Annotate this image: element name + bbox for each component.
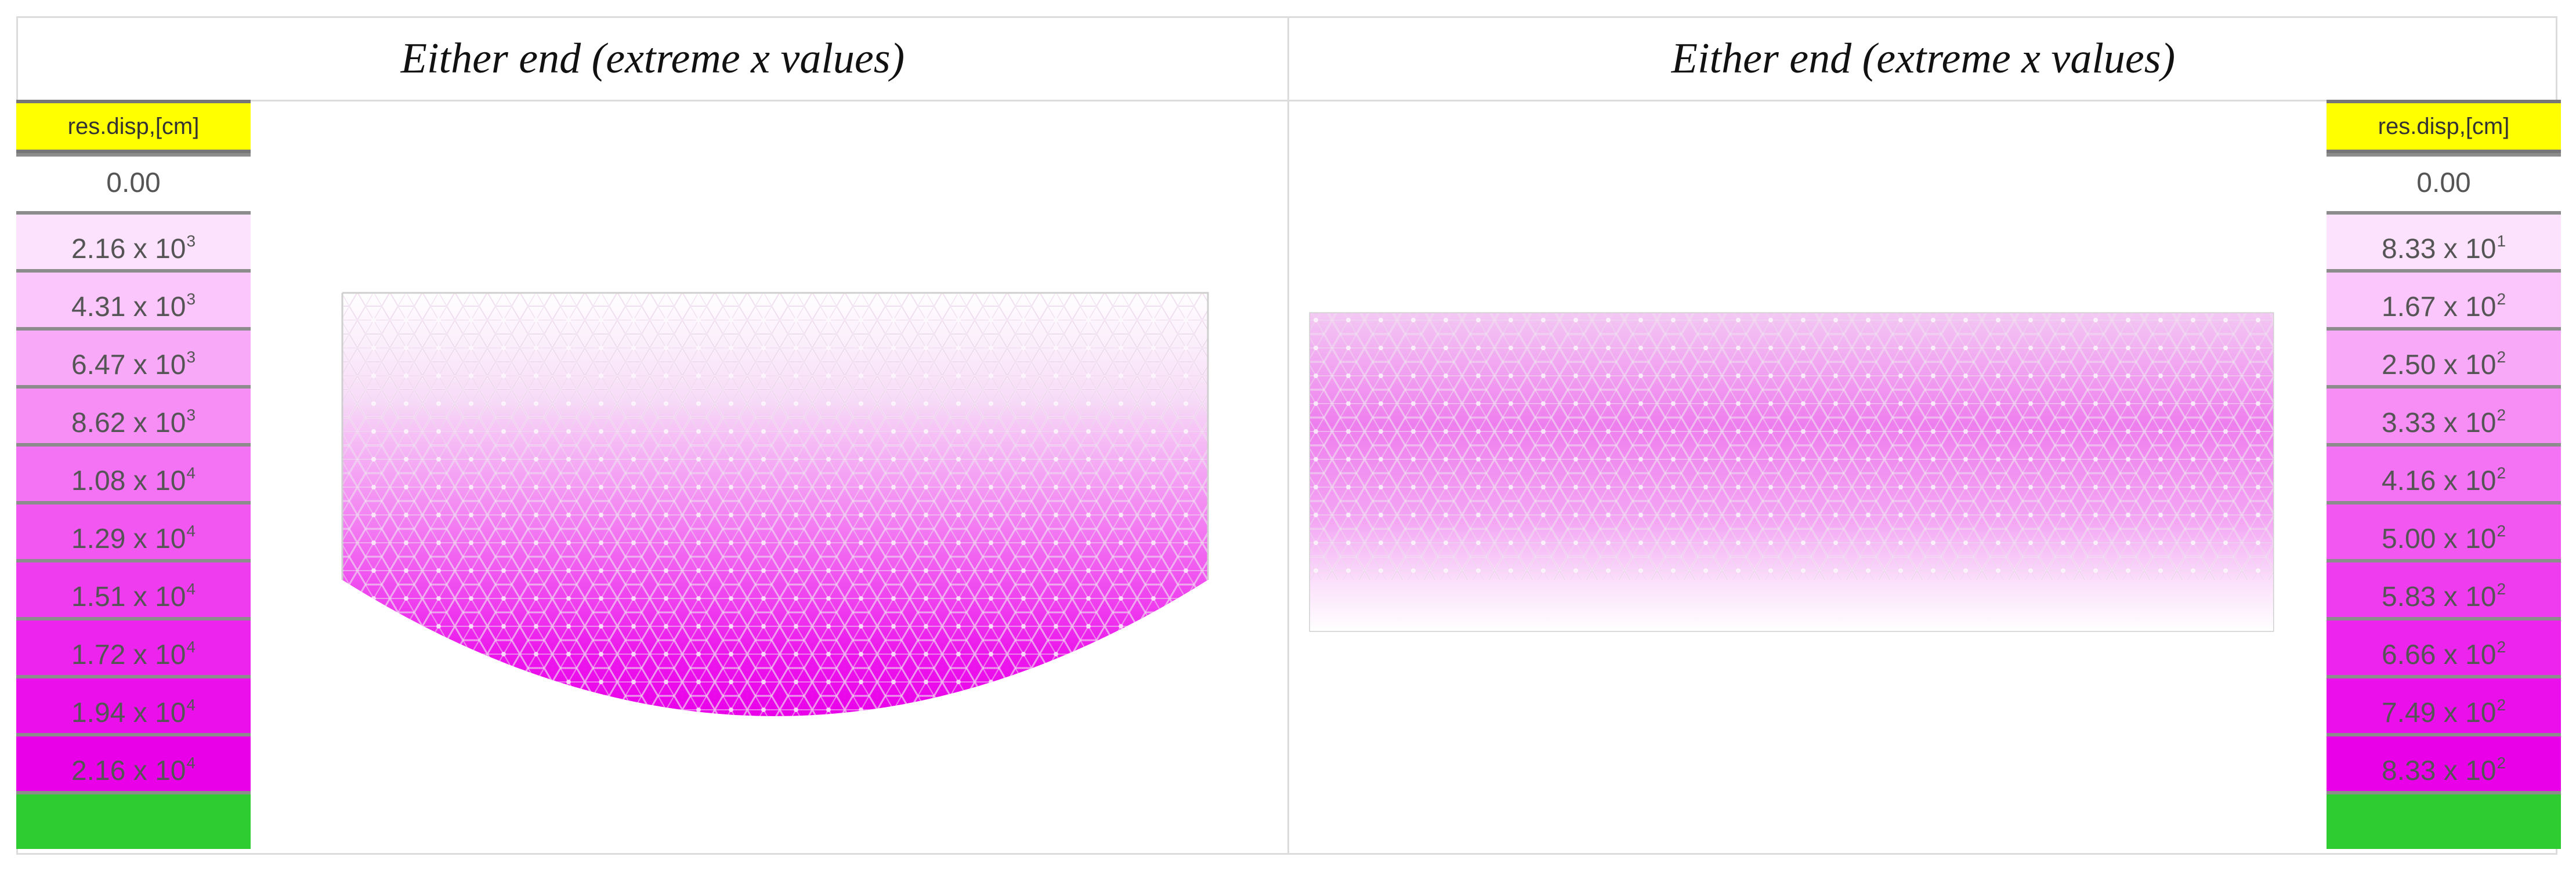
legend-exponent: 4 — [186, 638, 196, 656]
legend-exponent: 2 — [2497, 580, 2506, 598]
legend-value: 0.00 — [106, 168, 161, 198]
legend-value: 8.33 x 10 — [2381, 234, 2497, 264]
figure-frame: Either end (extreme x values) Either end… — [16, 16, 2557, 855]
legend-row: 1.67 x 102 — [2327, 269, 2561, 327]
legend-exponent: 2 — [2497, 522, 2506, 540]
legend-row: 8.33 x 102 — [2327, 733, 2561, 791]
legend-value: 1.29 x 10 — [71, 524, 186, 554]
legend-value: 2.16 x 10 — [71, 756, 186, 786]
legend-value: 6.47 x 10 — [71, 350, 186, 380]
legend-row: 8.62 x 103 — [16, 385, 251, 443]
legend-row: 5.83 x 102 — [2327, 559, 2561, 617]
legend-row: 1.72 x 104 — [16, 617, 251, 675]
legend-value: 0.00 — [2416, 168, 2471, 198]
legend-exponent: 4 — [186, 464, 196, 482]
legend-exponent: 2 — [2497, 290, 2506, 308]
legend-value: 1.94 x 10 — [71, 698, 186, 728]
legend-value: 2.16 x 10 — [71, 234, 186, 264]
left-undeformed-outline — [342, 292, 1209, 580]
legend-row: 3.33 x 102 — [2327, 385, 2561, 443]
legend-row: 8.33 x 101 — [2327, 211, 2561, 269]
legend-row: 2.16 x 104 — [16, 733, 251, 791]
legend-row: 4.31 x 103 — [16, 269, 251, 327]
legend-value: 8.62 x 10 — [71, 408, 186, 438]
right-panel-caption: Either end (extreme x values) — [1671, 35, 2176, 82]
legend-row: 1.08 x 104 — [16, 443, 251, 501]
legend-out-of-range-swatch — [2327, 791, 2561, 849]
legend-row: 6.66 x 102 — [2327, 617, 2561, 675]
legend-exponent: 4 — [186, 754, 196, 772]
legend-row: 1.29 x 104 — [16, 501, 251, 559]
legend-exponent: 2 — [2497, 406, 2506, 424]
legend-value: 7.49 x 10 — [2381, 698, 2497, 728]
legend-value: 6.66 x 10 — [2381, 640, 2497, 670]
legend-exponent: 4 — [186, 522, 196, 540]
legend-row: 7.49 x 102 — [2327, 675, 2561, 733]
legend-row: 1.94 x 104 — [16, 675, 251, 733]
left-deformed-mesh — [341, 292, 1209, 716]
legend-value: 4.31 x 10 — [71, 292, 186, 322]
legend-value: 1.51 x 10 — [71, 582, 186, 612]
right-color-legend: res.disp,[cm] 0.00 8.33 x 101 1.67 x 102 2.… — [2327, 100, 2561, 849]
legend-exponent: 3 — [186, 348, 196, 366]
legend-row: 2.16 x 103 — [16, 211, 251, 269]
legend-row: 0.00 — [2327, 153, 2561, 211]
legend-value: 1.72 x 10 — [71, 640, 186, 670]
legend-value: 2.50 x 10 — [2381, 350, 2497, 380]
legend-value: 1.08 x 10 — [71, 466, 186, 496]
legend-value: 5.83 x 10 — [2381, 582, 2497, 612]
legend-title: res.disp,[cm] — [2327, 100, 2561, 153]
legend-value: 1.67 x 10 — [2381, 292, 2497, 322]
legend-exponent: 2 — [2497, 754, 2506, 772]
legend-exponent: 2 — [2497, 696, 2506, 714]
caption-row: Either end (extreme x values) Either end… — [18, 18, 2556, 101]
left-panel-caption: Either end (extreme x values) — [400, 35, 905, 82]
right-deformed-mesh — [1309, 312, 2274, 632]
legend-exponent: 2 — [2497, 348, 2506, 366]
legend-exponent: 3 — [186, 406, 196, 424]
legend-out-of-range-swatch — [16, 791, 251, 849]
legend-exponent: 4 — [186, 696, 196, 714]
legend-row: 0.00 — [16, 153, 251, 211]
legend-title: res.disp,[cm] — [16, 100, 251, 153]
legend-exponent: 2 — [2497, 638, 2506, 656]
legend-exponent: 2 — [2497, 464, 2506, 482]
legend-row: 1.51 x 104 — [16, 559, 251, 617]
legend-value: 8.33 x 10 — [2381, 756, 2497, 786]
legend-value: 5.00 x 10 — [2381, 524, 2497, 554]
panel-divider — [1287, 18, 1289, 853]
legend-exponent: 3 — [186, 290, 196, 308]
left-mesh-pattern — [342, 293, 1208, 716]
legend-exponent: 1 — [2497, 232, 2506, 250]
legend-value: 4.16 x 10 — [2381, 466, 2497, 496]
legend-row: 6.47 x 103 — [16, 327, 251, 385]
legend-row: 2.50 x 102 — [2327, 327, 2561, 385]
legend-exponent: 4 — [186, 580, 196, 598]
legend-row: 4.16 x 102 — [2327, 443, 2561, 501]
right-mesh-pattern — [1310, 313, 2273, 580]
legend-value: 3.33 x 10 — [2381, 408, 2497, 438]
left-color-legend: res.disp,[cm] 0.00 2.16 x 103 4.31 x 103 6.… — [16, 100, 251, 849]
legend-exponent: 3 — [186, 232, 196, 250]
legend-row: 5.00 x 102 — [2327, 501, 2561, 559]
